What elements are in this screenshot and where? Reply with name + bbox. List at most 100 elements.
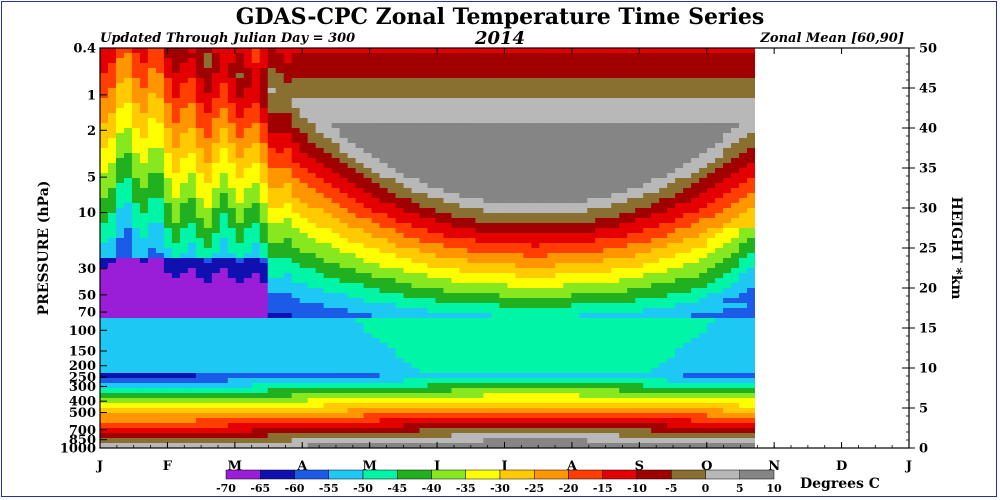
temperature-cell [539,228,548,234]
temperature-cell [507,248,516,254]
temperature-cell [435,168,445,174]
temperature-cell [419,378,429,384]
temperature-cell [123,293,133,299]
temperature-cell [379,378,389,384]
temperature-cell [347,238,357,244]
temperature-cell [115,423,125,429]
temperature-cell [115,418,125,424]
temperature-cell [139,263,149,269]
temperature-cell [267,233,277,239]
temperature-cell [235,413,245,419]
temperature-cell [371,288,381,294]
temperature-cell [427,298,437,304]
temperature-cell [147,193,157,199]
temperature-cell [595,58,604,64]
temperature-cell [339,243,349,249]
temperature-cell [123,288,133,294]
temperature-cell [475,408,485,414]
temperature-cell [411,158,421,164]
temperature-cell [139,433,149,439]
temperature-cell [395,148,405,154]
temperature-cell [387,268,397,274]
temperature-cell [243,303,253,309]
temperature-cell [515,268,524,274]
temperature-cell [123,403,133,409]
temperature-cell [563,373,572,379]
temperature-cell [235,353,245,359]
temperature-cell [395,273,405,279]
temperature-cell [307,383,317,389]
temperature-cell [259,433,269,439]
temperature-cell [435,178,445,184]
temperature-cell [587,403,596,409]
temperature-cell [235,288,245,294]
temperature-cell [443,443,453,448]
temperature-cell [411,213,421,219]
temperature-cell [347,58,357,64]
temperature-cell [291,358,301,364]
temperature-cell [283,238,293,244]
temperature-cell [283,413,293,419]
temperature-cell [187,228,197,234]
temperature-cell [419,308,429,314]
temperature-cell [539,298,548,304]
temperature-cell [363,348,373,354]
temperature-cell [411,208,421,214]
temperature-cell [499,278,508,284]
temperature-cell [587,113,596,119]
temperature-cell [339,153,349,159]
temperature-cell [291,348,301,354]
temperature-cell [427,53,437,59]
temperature-cell [355,353,365,359]
temperature-cell [195,288,205,294]
temperature-cell [491,173,500,179]
temperature-cell [547,393,556,399]
temperature-cell [587,273,596,279]
temperature-cell [307,283,317,289]
temperature-cell [251,208,261,214]
temperature-cell [451,268,461,274]
temperature-cell [291,313,301,319]
temperature-cell [259,73,269,79]
temperature-cell [547,433,556,439]
temperature-cell [331,163,341,169]
temperature-cell [155,268,165,274]
temperature-cell [235,428,245,434]
temperature-cell [115,398,125,404]
temperature-cell [235,258,245,264]
temperature-cell [171,123,181,129]
temperature-cell [123,143,133,149]
temperature-cell [251,128,261,134]
temperature-cell [187,178,197,184]
temperature-cell [523,98,532,104]
temperature-cell [195,268,205,274]
temperature-cell [563,343,572,349]
temperature-cell [483,273,492,279]
temperature-cell [587,48,596,54]
temperature-cell [539,348,548,354]
temperature-cell [435,203,445,209]
temperature-cell [235,193,245,199]
temperature-cell [227,243,237,249]
temperature-cell [323,183,333,189]
temperature-cell [539,153,548,159]
temperature-cell [403,143,413,149]
temperature-cell [307,123,317,129]
temperature-cell [547,338,556,344]
temperature-cell [547,218,556,224]
temperature-cell [595,173,604,179]
temperature-cell [547,378,556,384]
temperature-cell [475,113,485,119]
temperature-cell [403,343,413,349]
temperature-cell [363,318,373,324]
temperature-cell [251,278,261,284]
temperature-cell [315,168,325,174]
temperature-cell [515,373,524,379]
temperature-cell [571,428,580,434]
temperature-cell [219,278,229,284]
temperature-cell [243,233,253,239]
temperature-cell [203,108,213,114]
temperature-cell [291,303,301,309]
temperature-cell [163,153,173,159]
temperature-cell [475,413,485,419]
